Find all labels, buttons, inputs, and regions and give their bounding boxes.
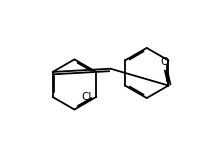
Text: O: O xyxy=(161,57,169,67)
Text: Cl: Cl xyxy=(81,92,92,102)
